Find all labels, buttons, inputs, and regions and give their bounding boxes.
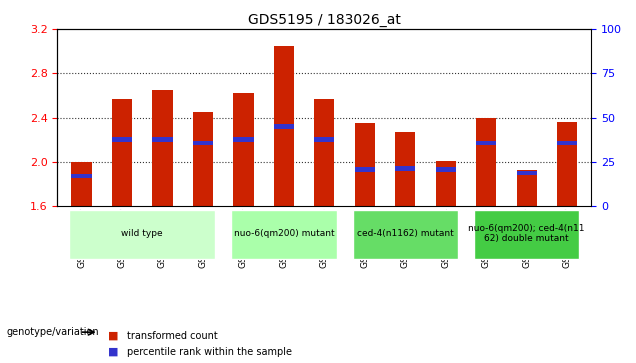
- Bar: [153, 90, 172, 206]
- Bar: [314, 138, 335, 142]
- Bar: [193, 112, 213, 206]
- FancyBboxPatch shape: [353, 210, 458, 258]
- Bar: [395, 132, 415, 206]
- Bar: [436, 161, 456, 206]
- Text: ■: ■: [108, 347, 119, 357]
- FancyBboxPatch shape: [69, 210, 215, 258]
- Bar: [476, 118, 496, 206]
- Bar: [436, 167, 456, 172]
- Bar: [71, 162, 92, 206]
- Bar: [395, 166, 415, 171]
- Bar: [71, 174, 92, 178]
- Text: nuo-6(qm200) mutant: nuo-6(qm200) mutant: [233, 229, 334, 238]
- Text: percentile rank within the sample: percentile rank within the sample: [127, 347, 292, 357]
- Text: nuo-6(qm200); ced-4(n11
62) double mutant: nuo-6(qm200); ced-4(n11 62) double mutan…: [469, 224, 585, 244]
- Text: ced-4(n1162) mutant: ced-4(n1162) mutant: [357, 229, 453, 238]
- Bar: [233, 93, 254, 206]
- Bar: [273, 124, 294, 129]
- Bar: [516, 170, 537, 206]
- Bar: [233, 138, 254, 142]
- Text: genotype/variation: genotype/variation: [6, 327, 99, 337]
- Bar: [112, 138, 132, 142]
- Text: wild type: wild type: [121, 229, 163, 238]
- Bar: [355, 167, 375, 172]
- Text: ■: ■: [108, 331, 119, 341]
- Bar: [153, 138, 172, 142]
- Bar: [112, 99, 132, 206]
- Bar: [557, 122, 577, 206]
- Bar: [314, 99, 335, 206]
- Bar: [355, 123, 375, 206]
- Bar: [273, 46, 294, 206]
- Text: transformed count: transformed count: [127, 331, 218, 341]
- FancyBboxPatch shape: [474, 210, 579, 258]
- Title: GDS5195 / 183026_at: GDS5195 / 183026_at: [248, 13, 401, 26]
- FancyBboxPatch shape: [232, 210, 336, 258]
- Bar: [557, 141, 577, 145]
- Bar: [516, 171, 537, 175]
- Bar: [476, 141, 496, 145]
- Bar: [193, 141, 213, 145]
